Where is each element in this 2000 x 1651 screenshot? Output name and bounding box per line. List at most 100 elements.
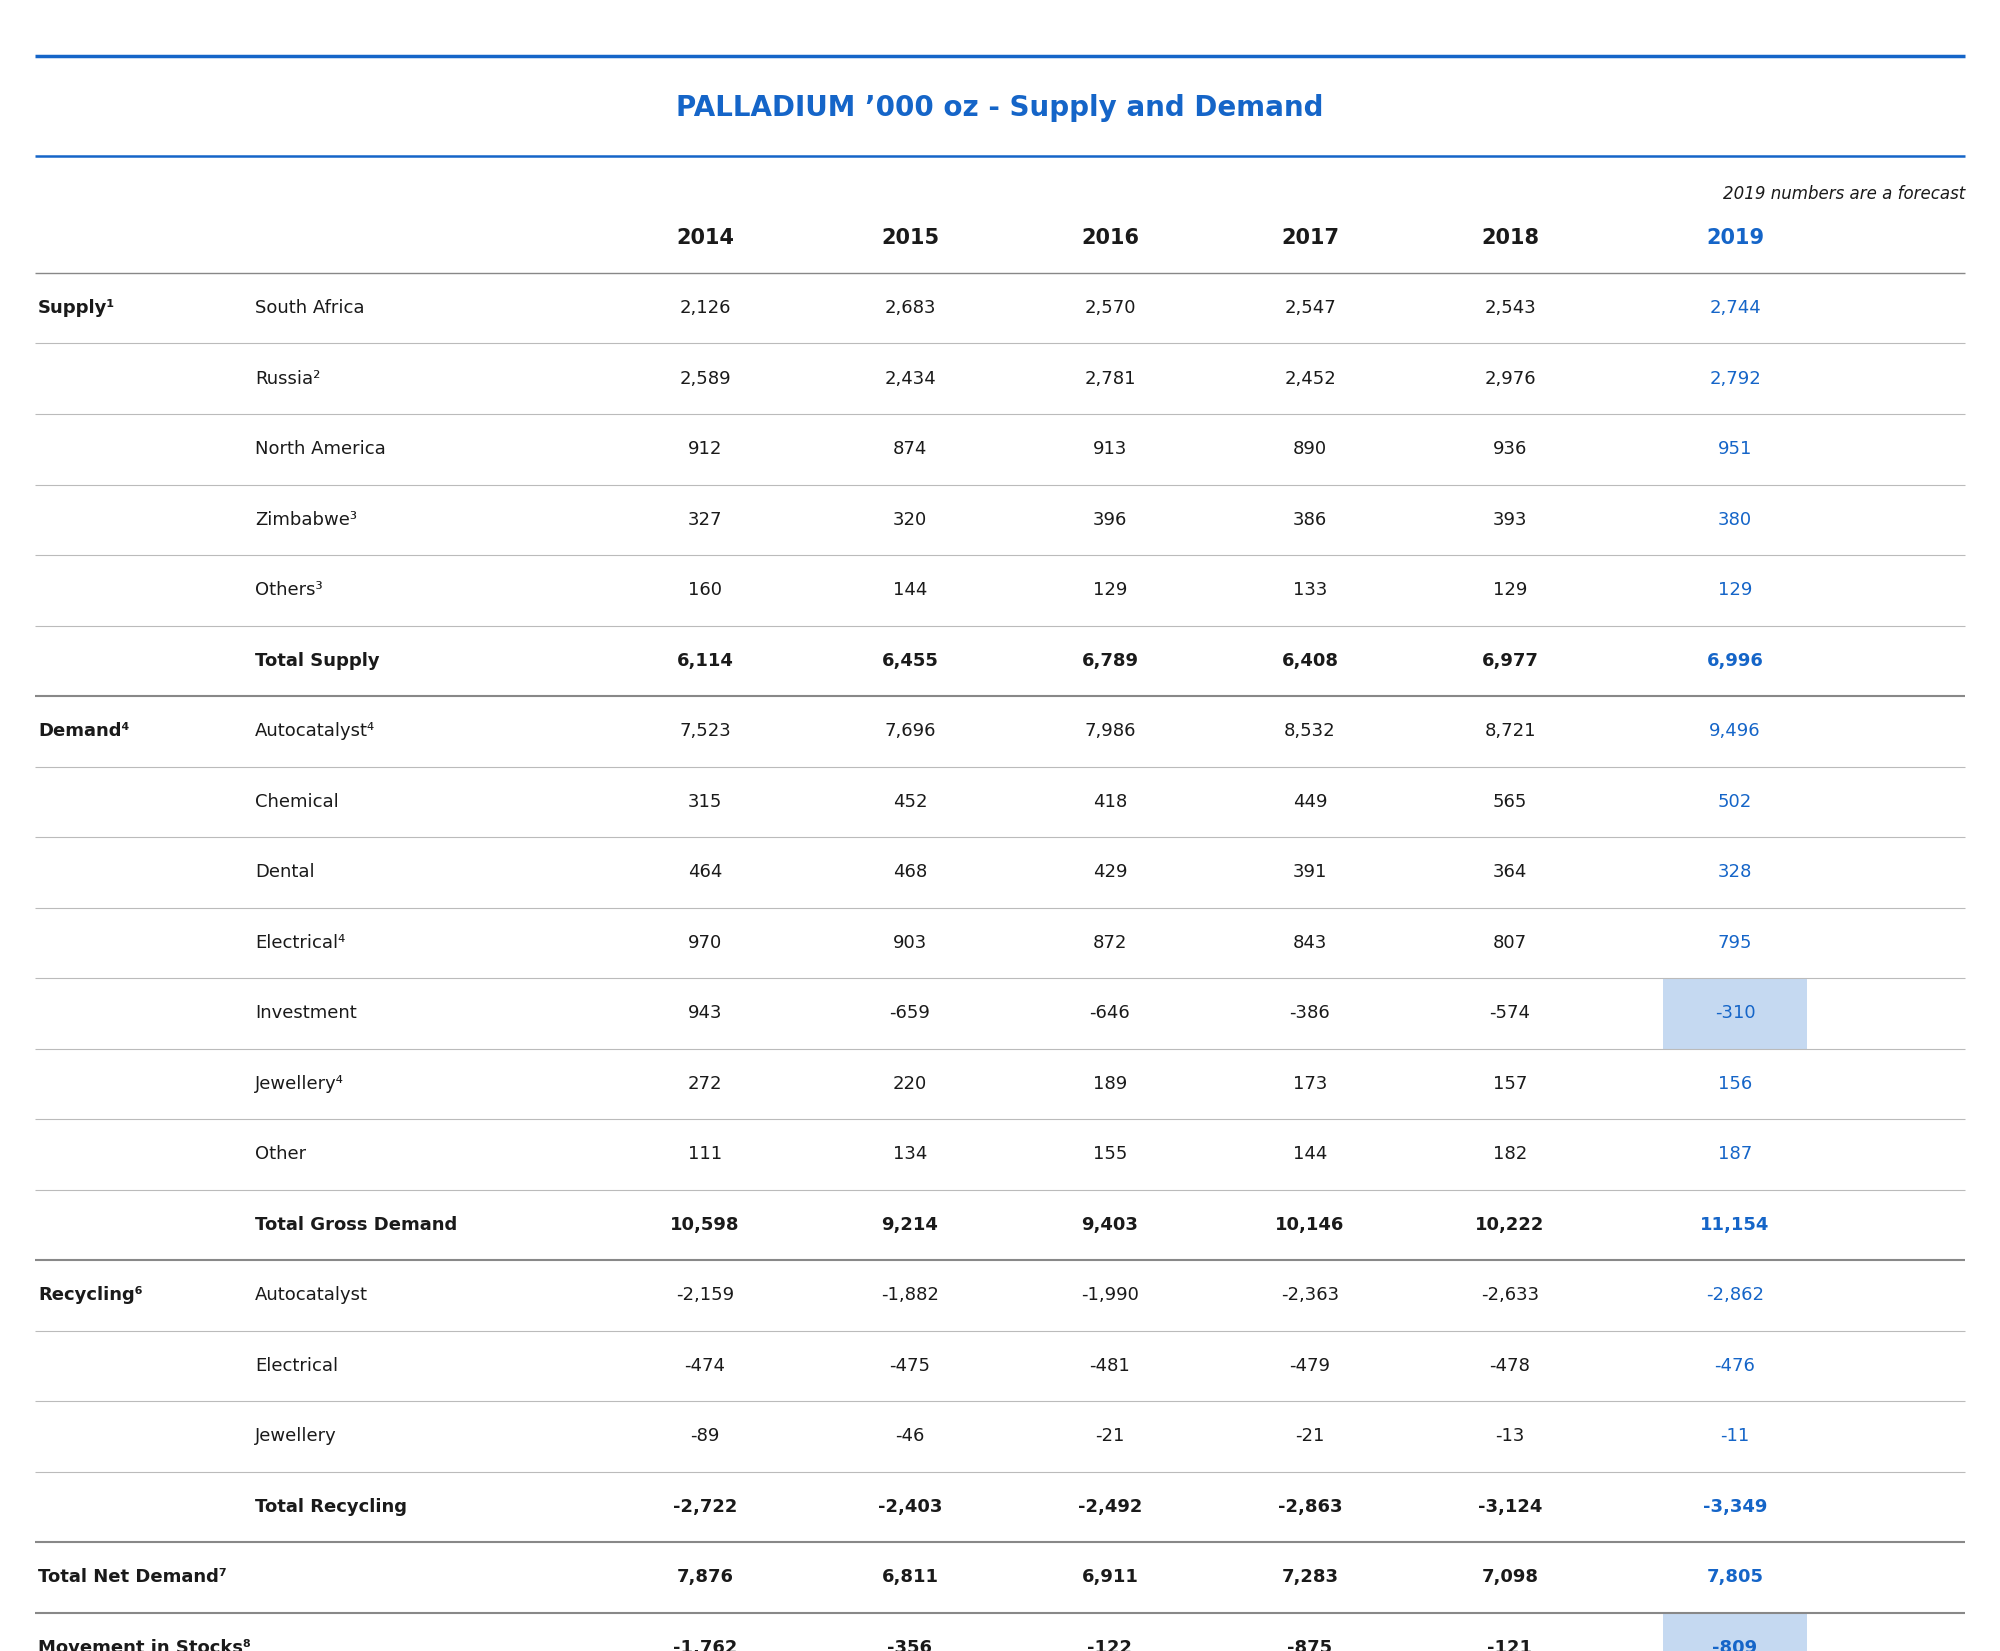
Text: 2,781: 2,781 <box>1084 370 1136 388</box>
Text: 393: 393 <box>1492 510 1528 528</box>
Text: 9,496: 9,496 <box>1710 721 1760 740</box>
Text: 2,543: 2,543 <box>1484 299 1536 317</box>
Text: 2,976: 2,976 <box>1484 370 1536 388</box>
Text: 2,792: 2,792 <box>1710 370 1760 388</box>
Text: 464: 464 <box>688 863 722 882</box>
Text: 6,811: 6,811 <box>882 1568 938 1587</box>
Text: Jewellery: Jewellery <box>256 1426 336 1445</box>
Text: 2,744: 2,744 <box>1710 299 1760 317</box>
Text: 144: 144 <box>1292 1146 1328 1164</box>
Text: -13: -13 <box>1496 1426 1524 1445</box>
Text: -2,363: -2,363 <box>1280 1286 1340 1304</box>
Text: -479: -479 <box>1290 1357 1330 1375</box>
Text: 2019 numbers are a forecast: 2019 numbers are a forecast <box>1722 185 1964 203</box>
Text: Jewellery⁴: Jewellery⁴ <box>256 1075 344 1093</box>
Text: 272: 272 <box>688 1075 722 1093</box>
Text: 396: 396 <box>1092 510 1128 528</box>
Text: -809: -809 <box>1712 1639 1758 1651</box>
Text: -875: -875 <box>1288 1639 1332 1651</box>
Text: 418: 418 <box>1092 792 1128 811</box>
Text: -574: -574 <box>1490 1004 1530 1022</box>
Text: 134: 134 <box>892 1146 928 1164</box>
Text: 912: 912 <box>688 441 722 459</box>
Text: -474: -474 <box>684 1357 726 1375</box>
Text: 220: 220 <box>892 1075 928 1093</box>
Text: -646: -646 <box>1090 1004 1130 1022</box>
Text: 2018: 2018 <box>1480 228 1540 248</box>
Text: 951: 951 <box>1718 441 1752 459</box>
Text: 129: 129 <box>1492 581 1528 599</box>
Text: -122: -122 <box>1088 1639 1132 1651</box>
Text: 6,114: 6,114 <box>676 652 734 670</box>
Text: 7,523: 7,523 <box>680 721 730 740</box>
Text: 182: 182 <box>1492 1146 1528 1164</box>
Text: -481: -481 <box>1090 1357 1130 1375</box>
Text: 156: 156 <box>1718 1075 1752 1093</box>
Text: 6,789: 6,789 <box>1082 652 1138 670</box>
Text: 328: 328 <box>1718 863 1752 882</box>
Text: Electrical⁴: Electrical⁴ <box>256 934 346 951</box>
Text: Others³: Others³ <box>256 581 322 599</box>
Text: Chemical: Chemical <box>256 792 338 811</box>
Text: 8,532: 8,532 <box>1284 721 1336 740</box>
Text: 874: 874 <box>892 441 928 459</box>
Text: 6,996: 6,996 <box>1706 652 1764 670</box>
Text: 129: 129 <box>1718 581 1752 599</box>
Text: 795: 795 <box>1718 934 1752 951</box>
Text: 970: 970 <box>688 934 722 951</box>
Text: South Africa: South Africa <box>256 299 364 317</box>
Text: 2016: 2016 <box>1080 228 1140 248</box>
Text: 890: 890 <box>1292 441 1328 459</box>
Text: Electrical: Electrical <box>256 1357 338 1375</box>
Text: 2,589: 2,589 <box>680 370 730 388</box>
Text: -475: -475 <box>890 1357 930 1375</box>
Text: 7,283: 7,283 <box>1282 1568 1338 1587</box>
Text: 9,403: 9,403 <box>1082 1215 1138 1233</box>
Text: -21: -21 <box>1096 1426 1124 1445</box>
Text: Movement in Stocks⁸: Movement in Stocks⁸ <box>38 1639 250 1651</box>
Text: 468: 468 <box>892 863 928 882</box>
Text: -89: -89 <box>690 1426 720 1445</box>
Text: Dental: Dental <box>256 863 314 882</box>
Text: -310: -310 <box>1714 1004 1756 1022</box>
Text: Total Net Demand⁷: Total Net Demand⁷ <box>38 1568 226 1587</box>
Text: 315: 315 <box>688 792 722 811</box>
Text: PALLADIUM ’000 oz - Supply and Demand: PALLADIUM ’000 oz - Supply and Demand <box>676 94 1324 122</box>
Text: 129: 129 <box>1092 581 1128 599</box>
Text: 2019: 2019 <box>1706 228 1764 248</box>
Text: -356: -356 <box>888 1639 932 1651</box>
Text: -659: -659 <box>890 1004 930 1022</box>
Text: 2015: 2015 <box>880 228 940 248</box>
Text: 327: 327 <box>688 510 722 528</box>
Text: Total Gross Demand: Total Gross Demand <box>256 1215 458 1233</box>
Bar <box>1664 1613 1808 1651</box>
Text: 189: 189 <box>1092 1075 1128 1093</box>
Text: -3,349: -3,349 <box>1702 1497 1768 1516</box>
Text: Other: Other <box>256 1146 306 1164</box>
Text: -2,722: -2,722 <box>672 1497 738 1516</box>
Text: -2,403: -2,403 <box>878 1497 942 1516</box>
Text: 6,455: 6,455 <box>882 652 938 670</box>
Text: 449: 449 <box>1292 792 1328 811</box>
Text: -1,990: -1,990 <box>1082 1286 1138 1304</box>
Text: -476: -476 <box>1714 1357 1756 1375</box>
Text: 429: 429 <box>1092 863 1128 882</box>
Text: -386: -386 <box>1290 1004 1330 1022</box>
Text: 2,683: 2,683 <box>884 299 936 317</box>
Text: Recycling⁶: Recycling⁶ <box>38 1286 142 1304</box>
Text: 2017: 2017 <box>1280 228 1340 248</box>
Text: 10,222: 10,222 <box>1476 1215 1544 1233</box>
Text: Supply¹: Supply¹ <box>38 299 116 317</box>
Text: -21: -21 <box>1296 1426 1324 1445</box>
Text: 111: 111 <box>688 1146 722 1164</box>
Text: 8,721: 8,721 <box>1484 721 1536 740</box>
Text: 6,408: 6,408 <box>1282 652 1338 670</box>
Text: 155: 155 <box>1092 1146 1128 1164</box>
Text: 565: 565 <box>1492 792 1528 811</box>
Text: 7,805: 7,805 <box>1706 1568 1764 1587</box>
Text: 7,986: 7,986 <box>1084 721 1136 740</box>
Text: 10,146: 10,146 <box>1276 1215 1344 1233</box>
Text: 187: 187 <box>1718 1146 1752 1164</box>
Text: -2,862: -2,862 <box>1706 1286 1764 1304</box>
Text: 2,126: 2,126 <box>680 299 730 317</box>
